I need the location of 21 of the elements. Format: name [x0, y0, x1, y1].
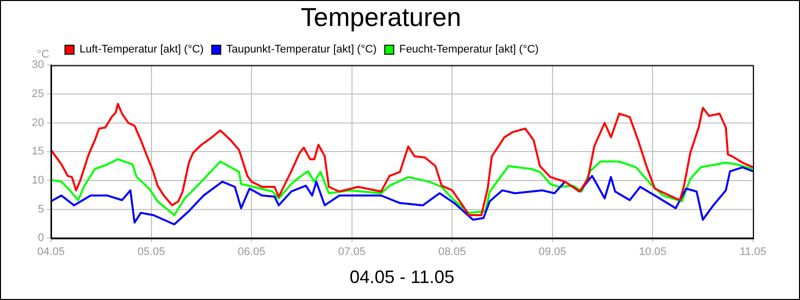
x-tick-label: 08.05	[438, 246, 466, 258]
y-tick-label: 0	[38, 232, 44, 244]
y-tick-label: 20	[32, 116, 44, 129]
y-axis-title: °C	[37, 48, 50, 61]
x-tick-label: 09.05	[538, 246, 566, 258]
legend-label: Taupunkt-Temperatur [akt] (°C)	[226, 44, 377, 56]
y-tick-label: 30	[32, 59, 44, 72]
x-tick-label: 11.05	[740, 246, 766, 258]
legend-label: Feucht-Temperatur [akt] (°C)	[399, 44, 539, 56]
y-tick-label: 10	[32, 174, 44, 187]
legend-label: Luft-Temperatur [akt] (°C)	[80, 44, 204, 56]
chart-title: Temperaturen	[300, 2, 462, 32]
y-tick-label: 15	[32, 146, 44, 158]
x-tick-label: 07.05	[338, 246, 366, 258]
x-tick-label: 10.05	[638, 246, 666, 258]
x-tick-label: 05.05	[138, 246, 166, 258]
x-tick-label: 06.05	[238, 246, 266, 258]
y-tick-label: 5	[38, 203, 44, 216]
y-tick-label: 25	[32, 88, 44, 100]
x-tick-label: 04.05	[37, 246, 65, 258]
x-axis-title: 04.05 - 11.05	[350, 267, 454, 288]
